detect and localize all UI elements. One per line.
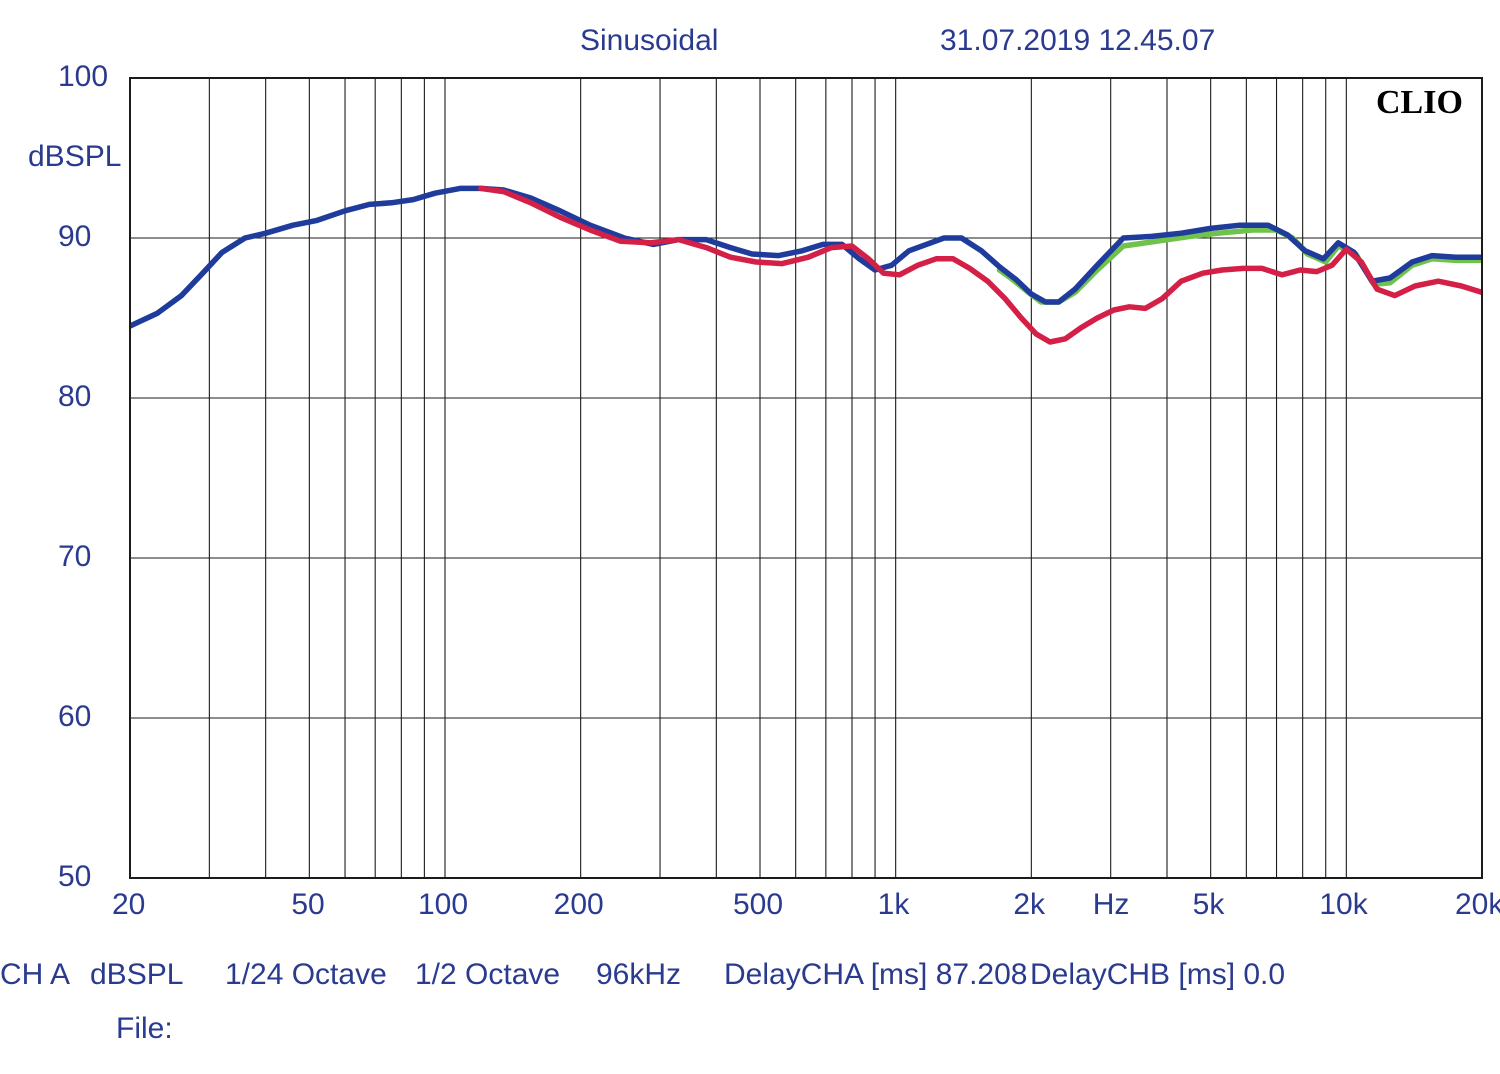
footer-item: CH A: [0, 958, 70, 992]
file-label: File:: [116, 1012, 173, 1045]
footer-line-2: File:: [116, 1012, 173, 1046]
clio-watermark: CLIO: [1376, 84, 1463, 122]
footer-item: DelayCHB [ms] 0.0: [1030, 958, 1285, 992]
footer-item: 96kHz: [596, 958, 681, 992]
footer-item: DelayCHA [ms] 87.208: [724, 958, 1027, 992]
footer-item: 1/24 Octave: [225, 958, 387, 992]
footer-item: 1/2 Octave: [415, 958, 560, 992]
chart-plot: [0, 0, 1500, 1074]
footer-item: dBSPL: [90, 958, 183, 992]
